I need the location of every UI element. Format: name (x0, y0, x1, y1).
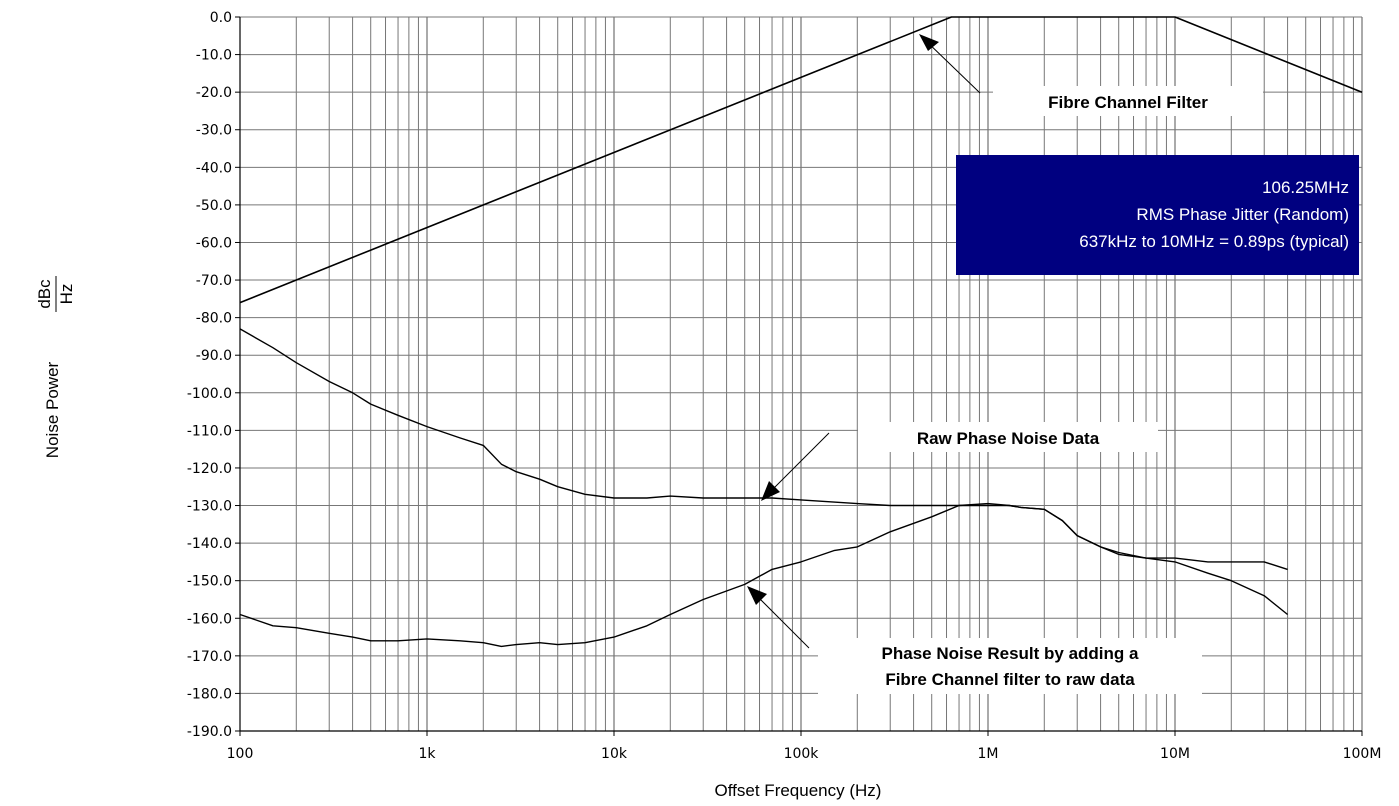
axes: 0.0 -10.0 -20.0 -30.0 -40.0 -50.0 -60.0 -70.0 -8… (187, 10, 1382, 762)
x-tick-label: 10k (601, 746, 628, 762)
annotations: Fibre Channel Filter Raw Phase Noise Dat… (747, 34, 1263, 694)
series-line-filter (239, 16, 1363, 304)
x-tick-label: 100 (227, 746, 254, 762)
y-tick-label: -120.0 (187, 461, 232, 477)
jitter-info-title: RMS Phase Jitter (Random) (1136, 205, 1349, 224)
y-tick-label: -170.0 (187, 649, 232, 665)
y-tick-label: -90.0 (196, 348, 232, 364)
y-tick-label: 0.0 (210, 10, 232, 26)
x-tick-label: 100M (1343, 746, 1382, 762)
x-tick-label: 1k (418, 746, 436, 762)
y-tick-label: -10.0 (196, 48, 232, 64)
raw-annotation: Raw Phase Noise Data (917, 429, 1100, 448)
x-tick-label: 1M (978, 746, 999, 762)
x-tick-label: 100k (784, 746, 820, 762)
y-tick-label: -70.0 (196, 273, 232, 289)
y-tick-label: -60.0 (196, 235, 232, 251)
y-tick-label: -80.0 (196, 311, 232, 327)
filter-annotation: Fibre Channel Filter (1048, 93, 1208, 112)
y-tick-label: -180.0 (187, 686, 232, 702)
y-tick-label: -30.0 (196, 123, 232, 139)
series-group (239, 16, 1363, 648)
y-axis-title-prefix: Noise Power (43, 361, 62, 458)
y-axis-unit-numerator: dBc (35, 279, 54, 309)
result-arrow-line (751, 590, 810, 649)
result-annotation-line2: Fibre Channel filter to raw data (885, 670, 1135, 689)
y-tick-label: -50.0 (196, 198, 232, 214)
result-annotation-line1: Phase Noise Result by adding a (882, 644, 1140, 663)
filter-arrow-line (923, 38, 981, 94)
jitter-info-frequency: 106.25MHz (1262, 178, 1349, 197)
x-tick-label: 10M (1160, 746, 1190, 762)
y-tick-label: -160.0 (187, 611, 232, 627)
y-tick-label: -190.0 (187, 724, 232, 740)
raw-arrow-line (765, 432, 830, 497)
y-tick-label: -100.0 (187, 386, 232, 402)
raw-arrow-head (761, 481, 780, 501)
x-axis-title: Offset Frequency (Hz) (715, 781, 882, 800)
y-tick-label: -20.0 (196, 85, 232, 101)
y-tick-label: -130.0 (187, 499, 232, 515)
jitter-info-value: 637kHz to 10MHz = 0.89ps (typical) (1079, 232, 1349, 251)
result-annotation-bg (818, 638, 1202, 694)
jitter-info-box: 106.25MHz RMS Phase Jitter (Random) 637k… (956, 155, 1359, 275)
raw-annotation-bg (858, 422, 1158, 452)
jitter-info-box-bg (956, 155, 1359, 275)
y-tick-label: -40.0 (196, 160, 232, 176)
grid (239, 16, 1363, 732)
y-tick-label: -110.0 (187, 423, 232, 439)
y-axis-unit-denominator: Hz (57, 284, 76, 305)
y-axis-title: Noise Power dBc Hz (35, 276, 76, 458)
series-line-raw (239, 328, 1288, 571)
y-tick-label: -150.0 (187, 574, 232, 590)
filter-annotation-bg (993, 86, 1263, 116)
result-arrow-head (747, 586, 767, 605)
filter-arrow-head (919, 34, 939, 51)
y-tick-label: -140.0 (187, 536, 232, 552)
series-line-result (239, 502, 1289, 648)
